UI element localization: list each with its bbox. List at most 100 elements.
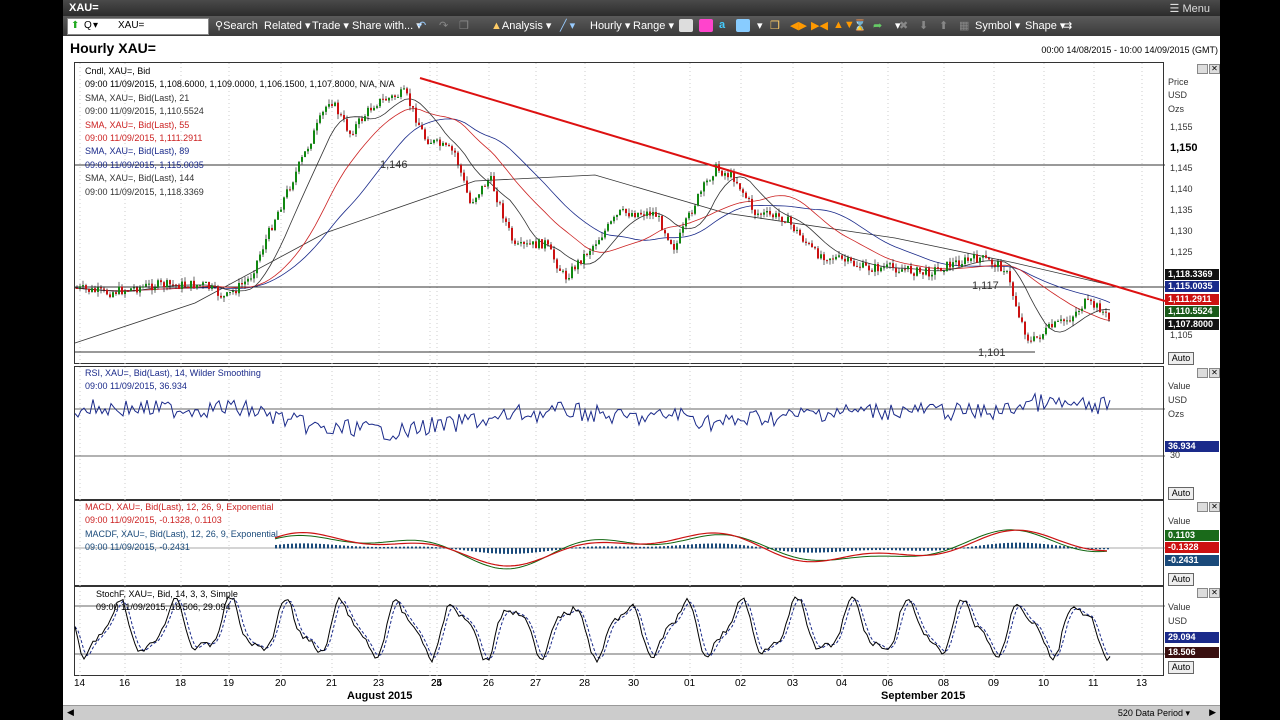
candle-body: [568, 278, 570, 280]
crosshair-icon[interactable]: ✖: [899, 20, 909, 32]
candle-body: [334, 102, 336, 106]
axis-label-value: Value: [1168, 516, 1191, 526]
macd-histogram-bar: [979, 545, 981, 549]
arrow-down-icon[interactable]: ⬇: [919, 20, 929, 32]
macd-histogram-bar: [431, 546, 433, 549]
candle-body: [862, 262, 864, 268]
rsi-pane[interactable]: RSI, XAU=, Bid(Last), 14, Wilder Smoothi…: [74, 366, 1165, 501]
rsi-axis[interactable]: ✕ Value USD Ozs 36.934 30 Auto: [1164, 366, 1220, 500]
stoch-auto-scale-button[interactable]: Auto: [1168, 661, 1194, 674]
hourglass-icon[interactable]: ⌛: [853, 20, 867, 32]
chart-type-icon[interactable]: [679, 19, 693, 32]
macd-histogram-bar: [467, 548, 469, 551]
macd-histogram-bar: [755, 546, 757, 549]
candle-body: [415, 107, 417, 123]
interval-menu[interactable]: Hourly ▾: [590, 20, 631, 32]
candle-body: [166, 280, 168, 288]
candle-body: [679, 232, 681, 244]
macd-histogram-bar: [835, 548, 837, 552]
macd-histogram-bar: [815, 548, 817, 553]
day-label: 27: [530, 678, 542, 689]
macd-line: [274, 529, 1108, 567]
candle-body: [433, 139, 435, 143]
macd-histogram-bar: [883, 548, 885, 551]
candle-body: [661, 215, 663, 231]
text-annotation-icon[interactable]: a: [719, 19, 726, 31]
candle-body: [286, 189, 288, 198]
redo-icon[interactable]: ↷: [439, 20, 449, 32]
share-menu[interactable]: Share with... ▾: [352, 20, 422, 32]
range-menu[interactable]: Range ▾: [633, 20, 674, 32]
scroll-end-icon[interactable]: ▶◀: [811, 20, 828, 32]
macd-histogram-bar: [379, 546, 381, 549]
restore-pane-icon[interactable]: [1197, 588, 1208, 598]
analysis-menu[interactable]: ▲Analysis ▾: [491, 20, 552, 32]
trade-menu[interactable]: Trade ▾: [312, 20, 349, 32]
macd-histogram-bar: [799, 548, 801, 553]
macd-histogram-bar: [543, 548, 545, 552]
grid-icon[interactable]: ▦: [959, 20, 970, 32]
restore-pane-icon[interactable]: [1197, 502, 1208, 512]
search-button[interactable]: ⚲Search: [215, 20, 258, 32]
macd-histogram-bar: [639, 546, 641, 549]
macd-histogram-bar: [1023, 542, 1025, 549]
candle-body: [853, 260, 855, 266]
candle-body: [115, 292, 117, 294]
time-axis[interactable]: August 2015 September 2015 14 16 18 19 20 21 2…: [74, 676, 1164, 706]
candle-body: [520, 242, 522, 244]
related-menu[interactable]: Related ▾: [264, 20, 311, 32]
shape-menu[interactable]: Shape ▾: [1025, 20, 1066, 32]
macd-auto-scale-button[interactable]: Auto: [1168, 573, 1194, 586]
close-pane-icon[interactable]: ✕: [1209, 64, 1220, 74]
zoom-vertical-icon[interactable]: ▲▼: [833, 19, 855, 31]
close-pane-icon[interactable]: ✕: [1209, 588, 1220, 598]
restore-pane-icon[interactable]: [1197, 64, 1208, 74]
draw-line-icon[interactable]: ╱ ▾: [560, 20, 576, 32]
price-pane[interactable]: Cndl, XAU=, Bid 09:00 11/09/2015, 1,108.6…: [74, 62, 1166, 365]
day-label: 18: [175, 678, 187, 689]
candle-body: [781, 216, 783, 222]
template-icon[interactable]: [736, 19, 750, 32]
stochastic-axis[interactable]: ✕ Value USD 29.094 18.506 Auto: [1164, 586, 1220, 676]
macd-histogram-bar: [503, 548, 505, 554]
compare-icon[interactable]: [699, 19, 713, 32]
scroll-right-button[interactable]: ▶: [1209, 707, 1216, 717]
rsi-legend-line: 09:00 11/09/2015, 36.934: [85, 381, 187, 392]
symbol-input[interactable]: ⬆ Q ▾ XAU=: [67, 18, 209, 35]
axis-label-value: Value: [1168, 602, 1191, 612]
price-axis[interactable]: ✕ Price USD Ozs 1,155 1,150 1,145 1,140 …: [1164, 62, 1220, 365]
candle-body: [277, 211, 279, 220]
macd-histogram-bar: [1107, 548, 1109, 550]
more-options-icon[interactable]: ⇉: [1063, 20, 1073, 32]
macd-histogram-bar: [287, 543, 289, 549]
stoch-d-line: [74, 597, 1111, 661]
candle-body: [742, 189, 744, 193]
scroll-left-icon[interactable]: ◀▶: [790, 20, 807, 32]
stochastic-pane[interactable]: StochF, XAU=, Bid, 14, 3, 3, Simple 09:00…: [74, 586, 1165, 677]
candle-body: [187, 286, 189, 289]
data-period-selector[interactable]: 520 Data Period ▾: [1117, 708, 1190, 718]
export-dropdown-icon[interactable]: ▾: [895, 20, 901, 32]
candle-body: [700, 191, 702, 194]
candle-body: [451, 146, 453, 151]
close-pane-icon[interactable]: ✕: [1209, 368, 1220, 378]
price-auto-scale-button[interactable]: Auto: [1168, 352, 1194, 365]
export-icon[interactable]: ➦: [873, 20, 883, 32]
restore-pane-icon[interactable]: [1197, 368, 1208, 378]
template-dropdown-icon[interactable]: ▾: [757, 20, 763, 32]
candle-body: [235, 290, 237, 294]
macd-pane[interactable]: MACD, XAU=, Bid(Last), 12, 26, 9, Expone…: [74, 500, 1165, 587]
scroll-left-button[interactable]: ◀: [67, 707, 74, 717]
macd-axis[interactable]: ✕ Value 0.1103 -0.1328 -0.2431 Auto: [1164, 500, 1220, 586]
macd-line-tag: -0.1328: [1165, 542, 1219, 553]
rsi-auto-scale-button[interactable]: Auto: [1168, 487, 1194, 500]
menu-button[interactable]: ☰ Menu: [1169, 3, 1210, 15]
expand-icon[interactable]: ❒: [770, 20, 780, 32]
candle-body: [670, 239, 672, 244]
arrow-up-icon[interactable]: ⬆: [939, 20, 949, 32]
close-pane-icon[interactable]: ✕: [1209, 502, 1220, 512]
candle-body: [340, 114, 342, 116]
undo-icon[interactable]: ↶: [417, 20, 427, 32]
copy-icon[interactable]: ❐: [459, 20, 469, 32]
symbol-menu[interactable]: Symbol ▾: [975, 20, 1021, 32]
